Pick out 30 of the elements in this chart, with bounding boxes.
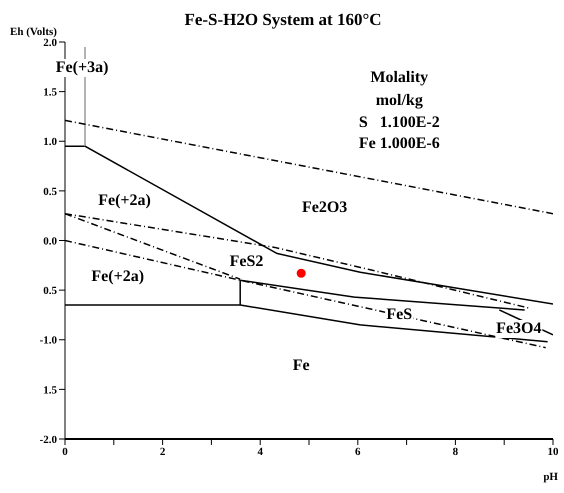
y-tick-label: 1.5 [43, 86, 58, 99]
annotation: FeS2 [228, 253, 264, 272]
x-axis-title: pH [543, 471, 558, 483]
x-tick-label: 4 [257, 446, 264, 458]
chart-title: Fe-S-H2O System at 160°C [184, 10, 382, 29]
y-tick-label: 0.5 [43, 285, 58, 298]
x-tick-label: 10 [548, 446, 559, 458]
annotation: mol/kg [374, 92, 424, 110]
annotation: S 1.100E-2 [358, 114, 441, 132]
y-tick-label: 0.0 [43, 235, 58, 248]
annotation: Fe(+2a) [97, 192, 152, 210]
x-tick-label: 8 [452, 446, 459, 458]
y-tick-label: 0.5 [43, 186, 58, 198]
y-tick-label: 1.5 [43, 384, 58, 396]
annotation: Fe(+2a) [90, 268, 146, 286]
annotation: Molality [369, 68, 430, 87]
y-tick-label: 2.0 [43, 36, 58, 49]
annotation: FeS [385, 306, 414, 324]
annotation: Fe(+3a) [54, 58, 110, 77]
y-tick-label: -2.0 [40, 434, 58, 446]
y-tick-label: -1.0 [40, 334, 58, 347]
x-tick-label: 0 [62, 446, 68, 458]
annotation: Fe2O3 [300, 198, 348, 217]
annotation: Fe [292, 356, 311, 375]
x-tick-label: 2 [160, 446, 166, 458]
y-axis-title: Eh (Volts) [10, 26, 57, 38]
y-tick-label: 1.0 [43, 136, 58, 148]
annotation: Fe3O4 [495, 320, 542, 338]
x-tick-label: 6 [355, 446, 362, 458]
annotation: Fe 1.000E-6 [358, 135, 441, 154]
